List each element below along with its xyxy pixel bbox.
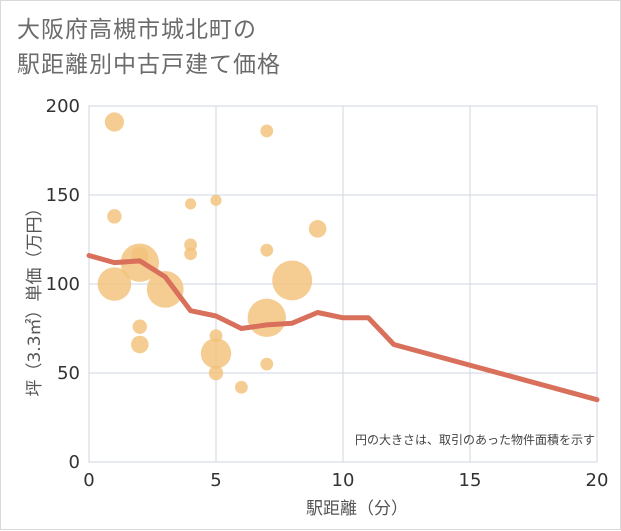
x-tick-label: 0 bbox=[83, 470, 94, 491]
data-point bbox=[146, 270, 184, 308]
chart-title: 大阪府高槻市城北町の 駅距離別中古戸建て価格 bbox=[17, 13, 537, 83]
y-tick-label: 100 bbox=[46, 274, 80, 295]
data-point bbox=[308, 220, 327, 238]
y-tick-label: 0 bbox=[69, 452, 80, 473]
data-point bbox=[260, 357, 274, 371]
data-point bbox=[210, 194, 222, 206]
y-axis-label: 坪（3.3㎡）単価（万円） bbox=[25, 199, 45, 396]
bubble-layer bbox=[97, 112, 327, 394]
data-point bbox=[272, 260, 313, 301]
data-point bbox=[107, 209, 122, 224]
x-tick-label: 20 bbox=[586, 470, 609, 491]
average-price-line bbox=[86, 253, 600, 403]
chart-title-line-1: 大阪府高槻市城北町の bbox=[17, 17, 257, 43]
y-tick-label: 200 bbox=[46, 96, 80, 117]
x-tick-label: 5 bbox=[210, 470, 221, 491]
data-point bbox=[208, 365, 224, 381]
data-point bbox=[104, 112, 124, 132]
data-point bbox=[184, 238, 198, 252]
chart-title-line-2: 駅距離別中古戸建て価格 bbox=[17, 52, 281, 78]
plot-border bbox=[88, 105, 598, 463]
grid-lines bbox=[88, 105, 598, 463]
x-tick-label: 15 bbox=[459, 470, 482, 491]
y-tick-label: 50 bbox=[57, 363, 80, 384]
data-point bbox=[132, 319, 147, 334]
data-point bbox=[200, 338, 232, 369]
x-axis-label: 駅距離（分） bbox=[306, 499, 408, 519]
data-point bbox=[131, 335, 149, 354]
data-point bbox=[184, 247, 198, 261]
data-point bbox=[260, 243, 274, 257]
data-point bbox=[260, 124, 274, 138]
data-point bbox=[247, 298, 286, 338]
data-point bbox=[97, 267, 132, 301]
bubble-size-note: 円の大きさは、取引のあった物件面積を示す bbox=[355, 432, 595, 447]
x-tick-label: 10 bbox=[332, 470, 355, 491]
data-point bbox=[235, 380, 248, 394]
data-point bbox=[185, 198, 197, 210]
y-tick-label: 150 bbox=[46, 185, 80, 206]
